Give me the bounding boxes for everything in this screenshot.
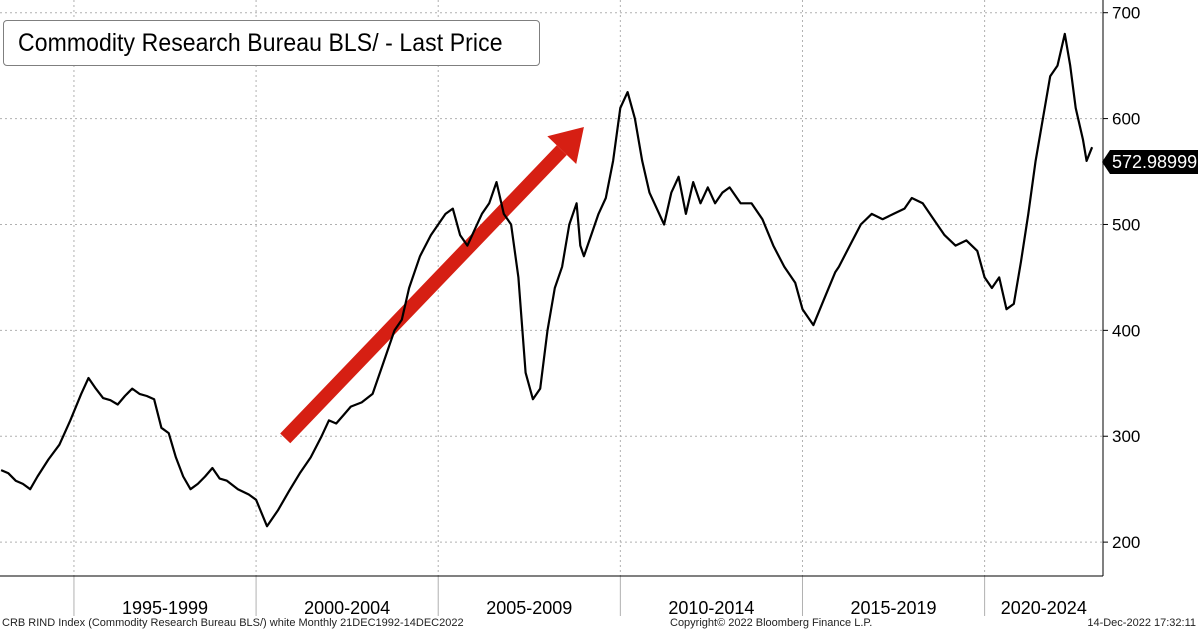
x-period-label-2010: 2010-2014 bbox=[668, 598, 754, 618]
last-price-value: 572.98999 bbox=[1112, 151, 1198, 172]
x-period-label-1995: 1995-1999 bbox=[122, 598, 208, 618]
x-period-label-2020: 2020-2024 bbox=[1001, 598, 1087, 618]
arrow-shaft bbox=[280, 145, 567, 444]
last-price-tag: 572.98999 bbox=[1102, 150, 1198, 174]
series-lines bbox=[0, 32, 1094, 528]
y-tick-label-700: 700 bbox=[1112, 4, 1140, 23]
y-tick-label-400: 400 bbox=[1112, 321, 1140, 340]
arrow-head bbox=[547, 127, 584, 164]
y-tick-label-600: 600 bbox=[1112, 110, 1140, 129]
footer-copyright: Copyright© 2022 Bloomberg Finance L.P. bbox=[670, 617, 873, 629]
y-tick-label-300: 300 bbox=[1112, 427, 1140, 446]
y-axis-tick-labels: 200 300 400 500 600 700 bbox=[1112, 4, 1140, 552]
chart-axes bbox=[0, 0, 1108, 616]
legend-label: Commodity Research Bureau BLS/ - Last Pr… bbox=[18, 28, 503, 57]
legend: Commodity Research Bureau BLS/ - Last Pr… bbox=[3, 20, 540, 66]
trend-arrow-annotation bbox=[280, 127, 584, 444]
x-period-label-2015: 2015-2019 bbox=[850, 598, 936, 618]
y-tick-label-200: 200 bbox=[1112, 533, 1140, 552]
footer-index-info: CRB RIND Index (Commodity Research Burea… bbox=[2, 617, 464, 629]
footer-timestamp: 14-Dec-2022 17:32:11 bbox=[1087, 617, 1196, 629]
x-period-label-2000: 2000-2004 bbox=[304, 598, 390, 618]
x-axis-period-labels: 1995-1999 2000-2004 2005-2009 2010-2014 2015… bbox=[122, 598, 1087, 618]
chart-grid bbox=[0, 0, 1103, 576]
series-line-0 bbox=[0, 32, 1094, 528]
x-period-label-2005: 2005-2009 bbox=[486, 598, 572, 618]
y-tick-label-500: 500 bbox=[1112, 215, 1140, 234]
